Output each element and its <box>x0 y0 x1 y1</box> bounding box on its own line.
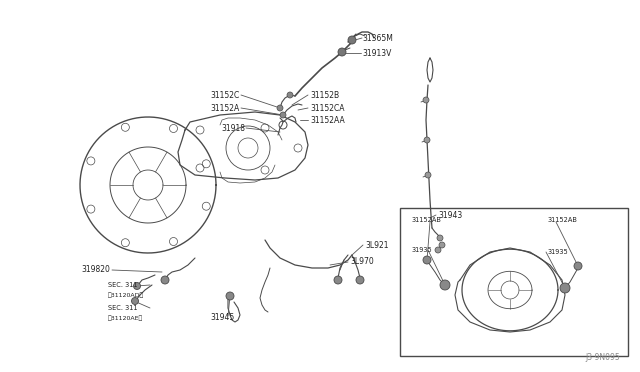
Circle shape <box>425 172 431 178</box>
Text: 319820: 319820 <box>81 266 110 275</box>
Text: 31918: 31918 <box>221 124 245 132</box>
Circle shape <box>226 292 234 300</box>
Circle shape <box>348 36 356 44</box>
Text: 31152B: 31152B <box>310 90 339 99</box>
Circle shape <box>287 92 293 98</box>
Text: 31935: 31935 <box>412 247 433 253</box>
Circle shape <box>423 97 429 103</box>
Text: 31913V: 31913V <box>362 48 392 58</box>
Circle shape <box>439 242 445 248</box>
Circle shape <box>423 256 431 264</box>
Circle shape <box>440 280 450 290</box>
Text: 31152A: 31152A <box>211 103 240 112</box>
Text: 〃31120AE〄: 〃31120AE〄 <box>108 315 143 321</box>
Circle shape <box>134 282 141 289</box>
Text: 31152CA: 31152CA <box>310 103 344 112</box>
Text: SEC. 311: SEC. 311 <box>108 305 138 311</box>
Text: J3 9N095: J3 9N095 <box>585 353 620 362</box>
Circle shape <box>277 105 283 111</box>
Text: 31943: 31943 <box>438 211 462 219</box>
Text: 31935: 31935 <box>548 249 569 255</box>
Circle shape <box>560 283 570 293</box>
Circle shape <box>338 48 346 56</box>
Circle shape <box>131 298 138 305</box>
Text: 31945: 31945 <box>210 314 234 323</box>
Text: 31152AA: 31152AA <box>310 115 345 125</box>
Circle shape <box>437 235 443 241</box>
Text: 〃31120AD〄: 〃31120AD〄 <box>108 292 144 298</box>
Circle shape <box>356 276 364 284</box>
Text: 3L921: 3L921 <box>365 241 388 250</box>
Text: SEC. 311: SEC. 311 <box>108 282 138 288</box>
Text: 31152C: 31152C <box>211 90 240 99</box>
Text: 31365M: 31365M <box>362 33 393 42</box>
Circle shape <box>161 276 169 284</box>
Text: 31152AB: 31152AB <box>412 217 442 223</box>
Circle shape <box>334 276 342 284</box>
Circle shape <box>280 112 286 118</box>
Circle shape <box>435 247 441 253</box>
Text: 31152AB: 31152AB <box>548 217 578 223</box>
Text: 3L970: 3L970 <box>350 257 374 266</box>
Bar <box>400 208 628 356</box>
Circle shape <box>424 137 430 143</box>
Circle shape <box>574 262 582 270</box>
